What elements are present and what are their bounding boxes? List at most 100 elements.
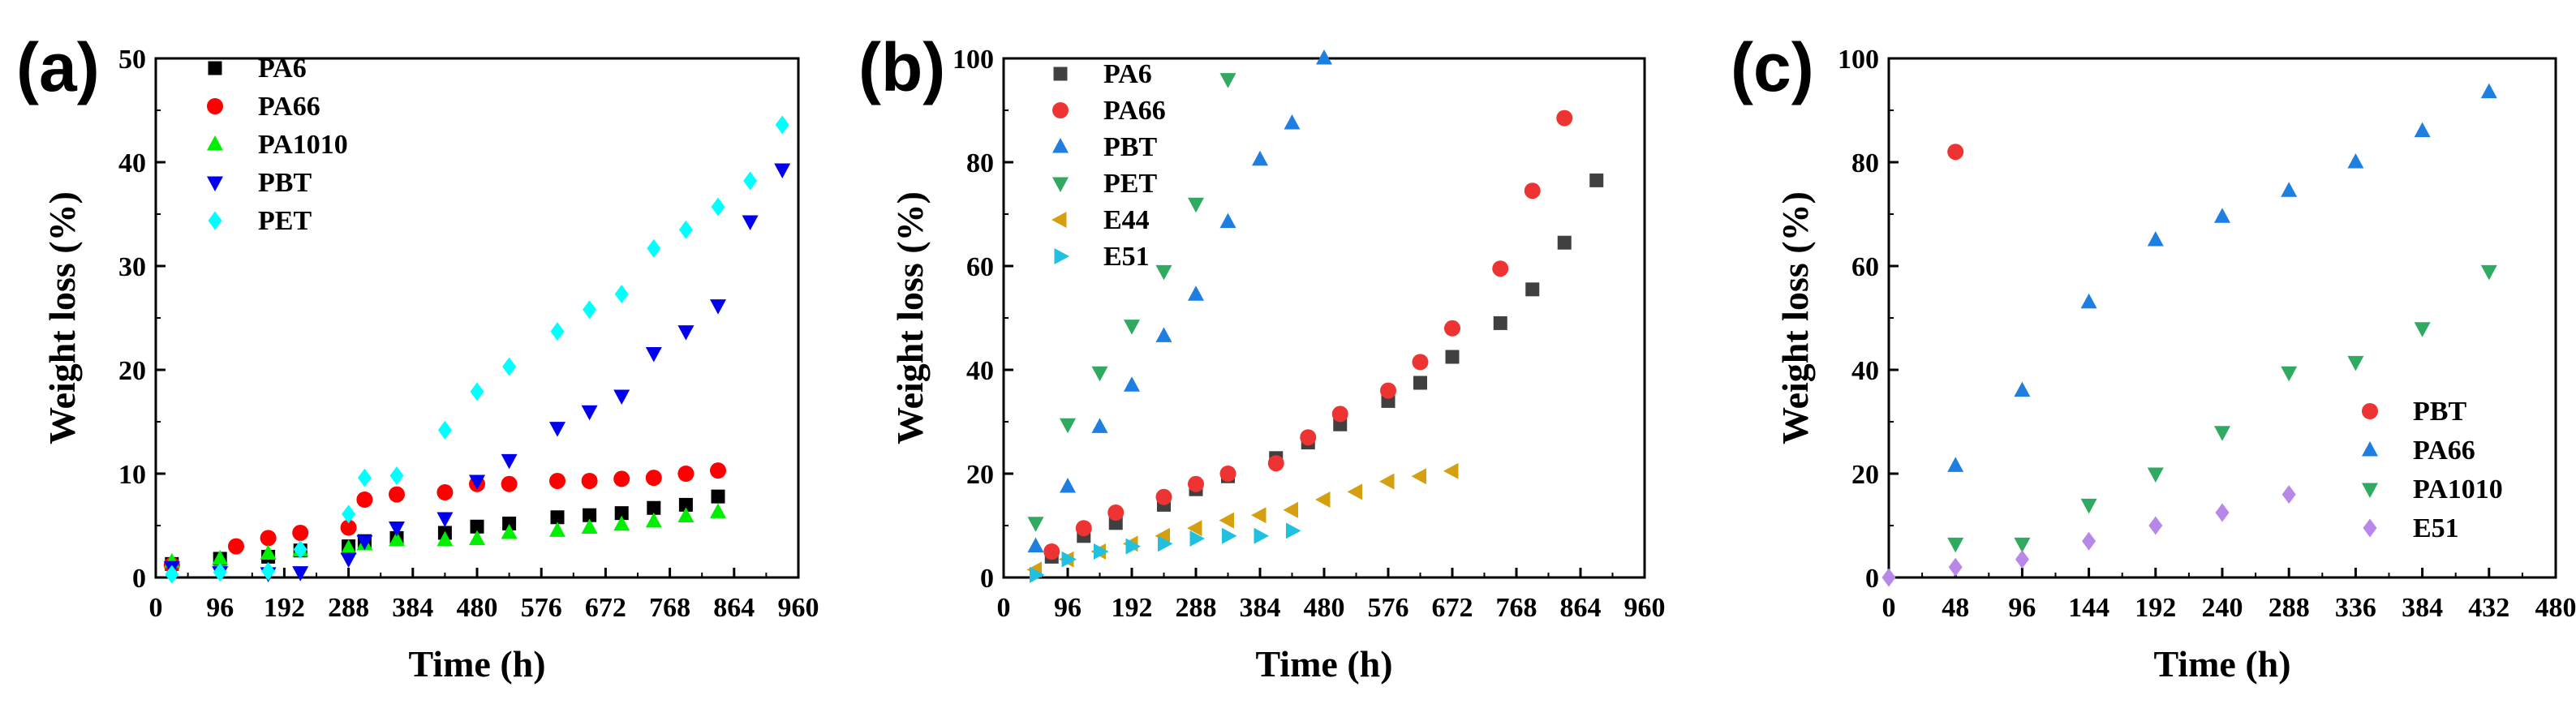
data-point-pa66 bbox=[1107, 504, 1125, 521]
x-tick-label: 192 bbox=[2135, 593, 2176, 623]
y-tick-label: 80 bbox=[966, 148, 994, 178]
data-point-pet bbox=[261, 561, 276, 581]
data-point-pa1010 bbox=[549, 522, 566, 537]
legend-marker-pet bbox=[208, 211, 222, 230]
data-point-pa1010 bbox=[212, 549, 229, 565]
data-point-pa1010 bbox=[2480, 264, 2497, 281]
data-point-pbt bbox=[710, 299, 726, 315]
data-point-e51 bbox=[1254, 527, 1269, 544]
legend-label: PA66 bbox=[1103, 96, 1166, 126]
legend-label: PA66 bbox=[2413, 436, 2475, 466]
data-point-pa66 bbox=[389, 486, 405, 503]
data-point-pa66 bbox=[2414, 122, 2431, 138]
legend-marker-e51 bbox=[1054, 248, 1069, 264]
data-point-e51 bbox=[2015, 550, 2029, 569]
x-tick-label: 0 bbox=[997, 593, 1011, 623]
panel-label: (a) bbox=[16, 29, 100, 105]
data-point-pbt bbox=[645, 347, 662, 363]
x-tick-label: 960 bbox=[1624, 593, 1666, 623]
legend-marker-pa1010 bbox=[2362, 483, 2378, 498]
data-point-pa6 bbox=[711, 489, 725, 504]
x-axis-title: Time (h) bbox=[408, 643, 545, 685]
data-point-pet bbox=[165, 564, 179, 584]
chart-panel-a: (a) 0 96 192 288 384 480 576 672 768 864 960 0 10 20 30… bbox=[16, 29, 819, 685]
data-point-pa66 bbox=[340, 519, 357, 536]
data-point-e51 bbox=[1222, 527, 1237, 544]
y-tick-label: 40 bbox=[1851, 356, 1879, 386]
panel-label: (b) bbox=[858, 29, 945, 105]
data-point-pet bbox=[1060, 418, 1076, 434]
data-point-pa66 bbox=[581, 472, 598, 489]
data-point-pa66 bbox=[2214, 208, 2230, 223]
data-point-pa1010 bbox=[677, 507, 695, 522]
data-point-e44 bbox=[1219, 512, 1234, 529]
data-point-pa66 bbox=[2281, 182, 2298, 197]
y-tick-label: 20 bbox=[966, 460, 994, 490]
x-tick-label: 96 bbox=[2008, 593, 2036, 623]
data-point-pa1010 bbox=[710, 503, 726, 518]
data-point-pa66 bbox=[677, 466, 695, 482]
x-tick-label: 960 bbox=[778, 593, 819, 623]
data-point-e51 bbox=[1158, 535, 1173, 552]
data-point-pa1010 bbox=[581, 518, 598, 534]
data-point-pa66 bbox=[1524, 182, 1541, 200]
data-point-pet bbox=[775, 115, 789, 135]
data-point-e51 bbox=[1030, 566, 1045, 583]
data-point-pbt bbox=[356, 534, 373, 551]
x-tick-label: 864 bbox=[1560, 593, 1602, 623]
data-points bbox=[1026, 49, 1604, 583]
data-point-pet bbox=[614, 285, 629, 304]
data-point-pa66 bbox=[1219, 466, 1236, 482]
data-point-pa6 bbox=[1493, 316, 1507, 330]
data-point-pet bbox=[711, 197, 725, 217]
data-point-e44 bbox=[1411, 468, 1426, 485]
data-point-e44 bbox=[1251, 507, 1266, 524]
x-tick-label: 0 bbox=[149, 593, 163, 623]
x-tick-label: 480 bbox=[457, 593, 498, 623]
x-tick-label: 480 bbox=[1304, 593, 1345, 623]
data-point-pbt bbox=[1316, 49, 1332, 65]
data-point-pa66 bbox=[2147, 231, 2164, 247]
legend-marker-pet bbox=[1052, 177, 1069, 192]
x-tick-label: 384 bbox=[2402, 593, 2443, 623]
data-point-pa6 bbox=[614, 506, 629, 521]
legend-label: PA66 bbox=[258, 92, 320, 122]
data-point-pbt bbox=[1252, 150, 1268, 166]
data-point-pbt bbox=[1188, 285, 1204, 301]
x-tick-label: 864 bbox=[713, 593, 755, 623]
y-axis-title: Weight loss (%) bbox=[41, 191, 83, 444]
y-tick-label: 40 bbox=[118, 148, 146, 178]
legend-marker-pa66 bbox=[1052, 102, 1069, 118]
data-point-e51 bbox=[1125, 538, 1141, 555]
data-point-pa66 bbox=[437, 484, 454, 501]
data-point-pa66 bbox=[613, 470, 630, 487]
data-point-pa66 bbox=[1075, 520, 1092, 537]
x-tick-label: 768 bbox=[649, 593, 690, 623]
x-tick-label: 432 bbox=[2468, 593, 2509, 623]
data-point-pet bbox=[293, 539, 307, 559]
y-tick-label: 10 bbox=[118, 460, 146, 490]
data-point-pbt bbox=[742, 215, 759, 230]
legend-marker-e51 bbox=[2363, 518, 2377, 538]
data-points bbox=[1881, 83, 2497, 587]
data-point-pet bbox=[1155, 264, 1172, 281]
data-point-pa66 bbox=[292, 524, 309, 541]
data-point-pet bbox=[1027, 517, 1044, 532]
y-tick-label: 60 bbox=[966, 252, 994, 282]
data-point-pa66 bbox=[1267, 455, 1284, 472]
data-point-pa6 bbox=[1413, 376, 1427, 390]
data-point-pa1010 bbox=[2080, 498, 2097, 514]
panel-label: (c) bbox=[1731, 29, 1814, 105]
data-point-pbt bbox=[1060, 478, 1076, 493]
legend-marker-pbt bbox=[207, 176, 223, 191]
data-point-pa66 bbox=[2480, 83, 2497, 99]
legend-label: E51 bbox=[1103, 242, 1150, 272]
data-point-pet bbox=[1124, 320, 1140, 335]
data-point-pa66 bbox=[2347, 153, 2364, 169]
data-point-pbt bbox=[1155, 327, 1172, 342]
data-point-pet bbox=[342, 504, 356, 524]
data-point-pet bbox=[1219, 73, 1236, 88]
legend-label: PET bbox=[1103, 169, 1157, 199]
chart-panel-b: (b) 0 96 192 288 384 480 576 672 768 864 960 0 20 40 60… bbox=[858, 29, 1666, 685]
data-point-pa66 bbox=[1444, 320, 1460, 337]
